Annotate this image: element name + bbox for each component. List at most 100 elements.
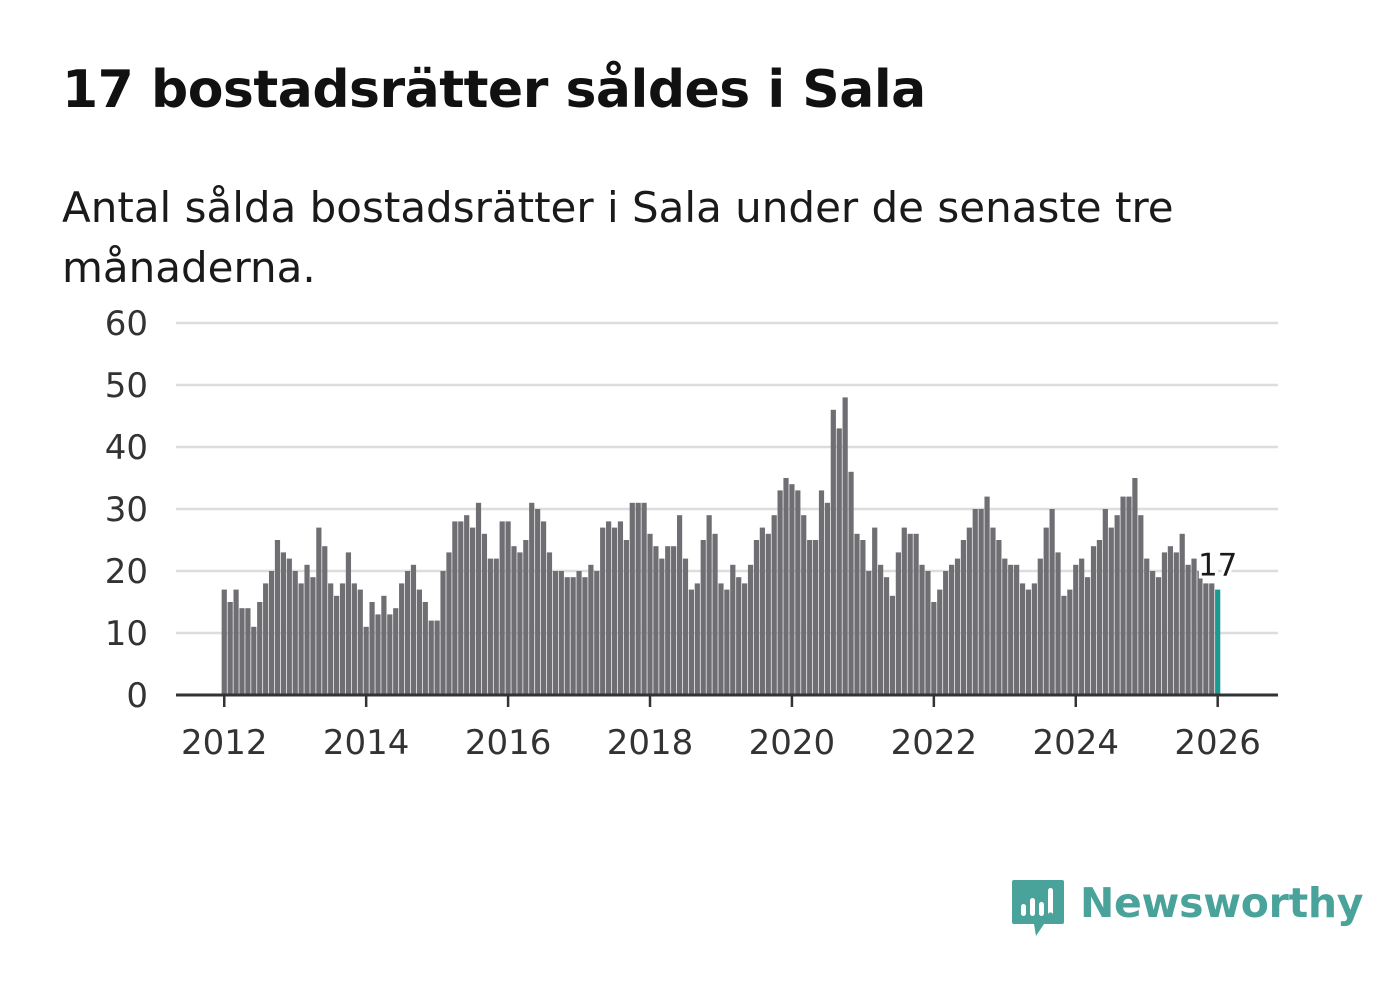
bar (641, 502, 647, 695)
bar (298, 583, 304, 695)
bar (895, 552, 901, 695)
bar (1043, 527, 1049, 695)
bar (1031, 583, 1037, 695)
bar (493, 558, 499, 695)
bar (759, 527, 765, 695)
newsworthy-logo[interactable]: Newsworthy (1010, 878, 1363, 942)
bar (671, 546, 677, 695)
bar (617, 521, 624, 695)
bar (393, 608, 399, 695)
x-tick-label-2026: 2026 (1174, 723, 1261, 763)
bar (1173, 552, 1179, 695)
bar (777, 490, 783, 695)
bar (1203, 583, 1209, 695)
bar (1114, 515, 1120, 695)
bar (594, 571, 600, 695)
chart-title: 17 bostadsrätter såldes i Sala (62, 60, 926, 120)
bar (1144, 558, 1150, 695)
bar (304, 564, 310, 695)
bar (943, 571, 949, 695)
bar (984, 496, 990, 695)
x-tick-label-2024: 2024 (1033, 723, 1120, 763)
bar (535, 509, 541, 695)
x-tick-label-2018: 2018 (607, 723, 694, 763)
y-tick-label-50: 50 (105, 366, 148, 406)
bar (1025, 589, 1032, 695)
bar (659, 558, 665, 695)
bar (842, 397, 848, 695)
bar (919, 564, 925, 695)
x-tick-label-2020: 2020 (749, 723, 836, 763)
bar (742, 583, 748, 695)
bar (274, 540, 281, 695)
bar (475, 502, 482, 695)
bar (954, 558, 961, 695)
bar (552, 571, 558, 695)
bar (363, 626, 369, 695)
bar (239, 608, 245, 695)
bar (351, 583, 357, 695)
bar (866, 571, 872, 695)
bar (860, 540, 866, 695)
bar (1132, 478, 1138, 695)
bar (470, 527, 476, 695)
bar (404, 571, 411, 695)
bar (1138, 515, 1144, 695)
bar (221, 589, 227, 695)
bar (676, 515, 683, 695)
bar (322, 546, 328, 695)
bar (440, 571, 446, 695)
bar (558, 571, 564, 695)
bar (410, 564, 417, 695)
axes (176, 693, 1278, 707)
bar (783, 478, 789, 695)
bar (481, 533, 488, 695)
bar (564, 577, 570, 695)
bar-latest (1215, 589, 1221, 695)
bar (369, 602, 375, 695)
bar (588, 564, 594, 695)
y-tick-label-10: 10 (105, 614, 148, 654)
bar (458, 521, 464, 695)
bar (227, 602, 233, 695)
bar (812, 540, 819, 695)
bar (523, 540, 529, 695)
bar (836, 428, 842, 695)
bar (872, 527, 878, 695)
bar (529, 502, 535, 695)
bar (937, 589, 943, 695)
bar (428, 620, 434, 695)
bar (706, 515, 712, 695)
bar (505, 521, 511, 695)
bar (647, 533, 653, 695)
bar (1161, 552, 1168, 695)
bar (434, 620, 440, 695)
bar (753, 540, 760, 695)
bar (1067, 589, 1073, 695)
bar (730, 564, 736, 695)
y-tick-label-40: 40 (105, 428, 148, 468)
bar (925, 571, 931, 695)
bar (700, 540, 706, 695)
bar (972, 509, 978, 695)
bar (623, 540, 629, 695)
y-tick-label-0: 0 (126, 676, 148, 716)
bar (1084, 577, 1091, 695)
bar (1155, 577, 1162, 695)
bar (1191, 558, 1197, 695)
bar (948, 564, 955, 695)
x-tick-label-2014: 2014 (323, 723, 410, 763)
bar (245, 608, 251, 695)
bar (1019, 583, 1026, 695)
bar (747, 564, 754, 695)
bar (517, 552, 523, 695)
bar (795, 490, 801, 695)
newsworthy-logo-text: Newsworthy (1080, 879, 1364, 927)
bar (464, 515, 470, 695)
bar (913, 533, 919, 695)
bar (1126, 496, 1132, 695)
bar (387, 614, 393, 695)
bar (446, 552, 452, 695)
bar (931, 602, 937, 695)
bar (292, 571, 298, 695)
